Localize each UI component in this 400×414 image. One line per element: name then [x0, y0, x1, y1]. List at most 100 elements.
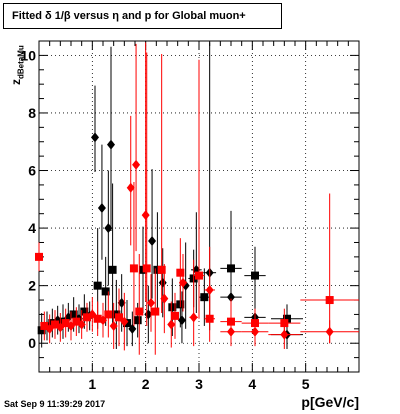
square-marker — [168, 303, 177, 312]
data-point — [167, 301, 176, 348]
square-marker — [37, 326, 46, 335]
data-point — [132, 43, 141, 252]
data-point — [142, 52, 151, 326]
data-point — [51, 310, 59, 339]
square-marker — [157, 265, 166, 274]
y-tick-label: 2 — [28, 278, 36, 294]
diamond-marker — [158, 277, 167, 288]
square-marker — [325, 296, 334, 305]
diamond-marker — [120, 316, 129, 327]
square-marker — [129, 264, 138, 273]
axis-layer: 1 2 3 4 5 0 2 4 6 8 10 — [20, 40, 360, 392]
square-marker — [83, 313, 91, 322]
data-point — [109, 302, 118, 349]
square-marker — [51, 320, 59, 329]
diamond-marker — [107, 139, 115, 150]
data-point — [104, 291, 113, 338]
square-marker — [101, 287, 110, 296]
square-marker — [151, 307, 160, 316]
diamond-marker — [325, 326, 334, 337]
title-box: Fitted δ 1/β versus η and p for Global m… — [3, 3, 282, 29]
square-marker — [171, 311, 179, 320]
square-marker — [93, 281, 102, 290]
square-marker — [142, 264, 151, 273]
data-point — [128, 311, 137, 347]
data-point — [61, 308, 70, 338]
x-axis-label: p[GeV/c] — [301, 394, 359, 410]
square-marker — [200, 293, 209, 302]
diamond-marker — [189, 312, 198, 323]
diamond-marker — [177, 315, 186, 326]
diamond-marker — [128, 323, 137, 334]
diamond-marker — [227, 292, 235, 303]
data-point — [108, 183, 117, 328]
diamond-marker — [117, 297, 126, 308]
data-point — [72, 307, 81, 337]
diamond-marker — [167, 319, 176, 330]
square-marker — [115, 313, 123, 322]
diamond-marker — [104, 223, 113, 234]
diamond-marker — [141, 210, 150, 221]
data-point — [151, 268, 160, 355]
data-point — [179, 253, 187, 312]
diamond-marker — [160, 293, 169, 304]
square-marker — [108, 265, 117, 274]
data-point — [160, 264, 169, 334]
data-point — [199, 268, 210, 326]
data-point — [37, 312, 46, 348]
data-point — [300, 320, 359, 344]
diamond-marker — [97, 202, 106, 213]
diamond-marker — [227, 326, 235, 337]
y-tick-label: 10 — [20, 47, 36, 63]
data-point — [193, 59, 205, 319]
data-point — [77, 310, 86, 339]
data-point — [35, 242, 43, 272]
y-axis-label-sub: dBetaMu — [16, 45, 26, 79]
diamond-marker — [132, 159, 141, 170]
data-point — [268, 320, 301, 349]
x-tick-label: 5 — [302, 376, 310, 392]
x-tick-label: 4 — [248, 376, 256, 392]
x-tick-label: 1 — [88, 376, 96, 392]
diamond-marker — [56, 322, 65, 333]
diamond-marker — [148, 236, 157, 247]
diamond-marker — [251, 326, 259, 337]
diamond-marker — [109, 320, 118, 331]
data-point — [97, 144, 106, 260]
timestamp: Sat Sep 9 11:39:29 2017 — [4, 399, 106, 409]
square-marker — [104, 310, 113, 319]
data-point — [147, 274, 155, 332]
diamond-marker — [280, 329, 289, 340]
square-marker — [133, 316, 142, 325]
data-point — [171, 292, 179, 339]
square-marker — [80, 307, 89, 316]
data-point — [93, 301, 102, 337]
diamond-marker — [126, 182, 135, 193]
square-marker — [195, 271, 203, 280]
diamond-marker — [91, 132, 99, 143]
square-marker — [72, 317, 81, 326]
data-point — [177, 291, 186, 344]
data-point — [56, 312, 65, 342]
square-marker — [135, 307, 144, 316]
data-point — [204, 295, 215, 342]
diamond-marker — [147, 297, 155, 308]
chart-title: Fitted δ 1/β versus η and p for Global m… — [12, 10, 246, 22]
x-tick-label: 2 — [142, 376, 150, 392]
data-point — [104, 170, 113, 286]
data-point — [189, 259, 198, 347]
y-axis-label-main: z — [9, 79, 23, 85]
diamond-marker — [77, 319, 86, 330]
data-point — [148, 169, 157, 299]
y-tick-label: 0 — [28, 335, 36, 351]
square-marker — [153, 265, 162, 274]
square-marker — [35, 252, 43, 261]
y-tick-label: 6 — [28, 163, 36, 179]
diamond-marker — [205, 284, 214, 295]
diamond-marker — [179, 277, 187, 288]
square-marker — [176, 268, 185, 277]
data-point — [220, 317, 242, 347]
square-marker — [61, 319, 70, 328]
data-point — [107, 46, 115, 231]
